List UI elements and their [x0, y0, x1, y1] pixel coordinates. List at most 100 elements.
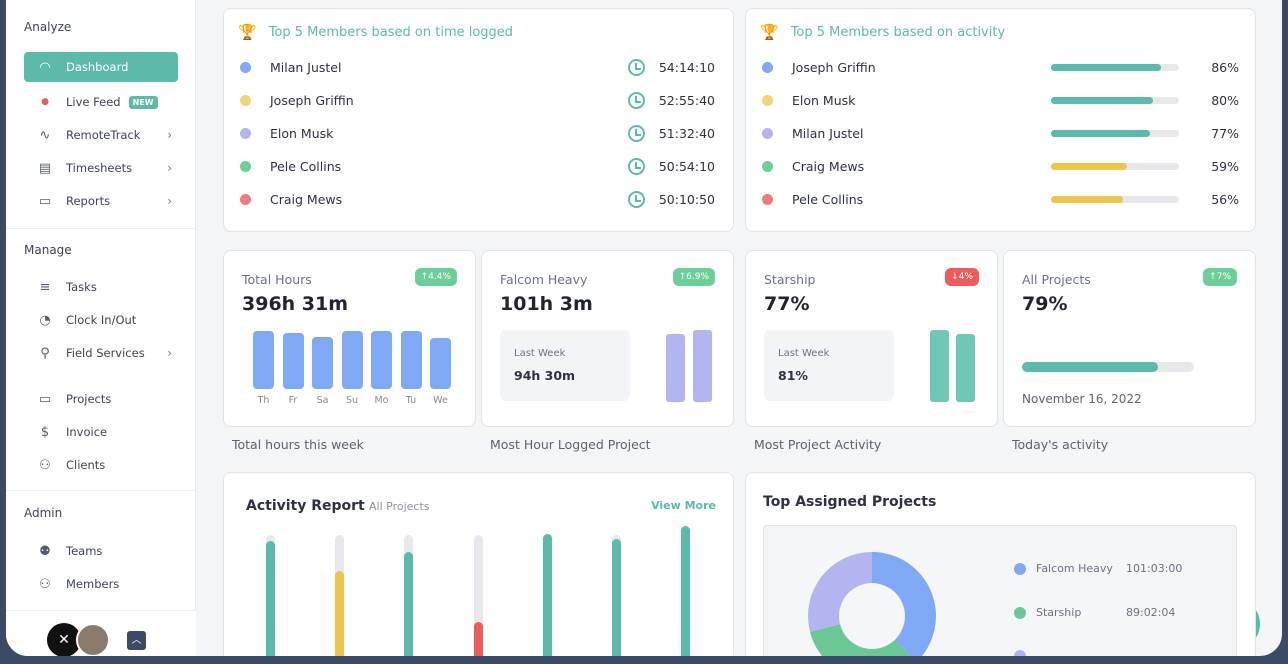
list-item: Pele Collins 50:54:10	[240, 156, 717, 176]
activity-track	[542, 533, 552, 656]
comparison-bar	[930, 330, 949, 402]
time-card-title: 🏆 Top 5 Members based on time logged	[238, 23, 513, 41]
members-icon: ⚇	[39, 576, 51, 592]
day-bar	[400, 330, 422, 389]
teams-icon: ⚉	[39, 543, 51, 559]
live-dot-icon: ●	[41, 97, 49, 107]
stat-value: 77%	[764, 293, 810, 315]
sidebar-item-reports[interactable]: ▭ Reports ›	[24, 186, 178, 216]
member-color-dot	[240, 127, 251, 139]
member-name: Joseph Griffin	[270, 92, 354, 108]
divider	[6, 490, 196, 491]
member-color-dot	[762, 160, 773, 172]
pie-slice[interactable]	[872, 552, 936, 656]
day-bar	[282, 332, 304, 389]
sidebar-item-teams[interactable]: ⚉ Teams	[24, 536, 178, 566]
legend-item: Starship 89:02:04	[1014, 606, 1175, 619]
change-badge: ↑7%	[1203, 268, 1237, 286]
stat-label: Falcom Heavy	[500, 272, 588, 287]
activity-percent: 56%	[1211, 191, 1239, 207]
sidebar-item-members[interactable]: ⚇ Members	[24, 569, 178, 599]
list-item: Elon Musk 80%	[762, 90, 1239, 110]
sidebar-item-projects[interactable]: ▭ Projects	[24, 384, 178, 414]
day-label: Sa	[316, 395, 329, 406]
trophy-icon: 🏆	[238, 23, 257, 41]
sidebar-item-invoice[interactable]: $ Invoice	[24, 417, 178, 447]
legend-name: Falcom Heavy	[1036, 562, 1113, 575]
clock-icon	[628, 124, 645, 142]
day-label: Tu	[405, 395, 417, 406]
comparison-bar	[693, 330, 712, 402]
progress-fill	[1051, 63, 1162, 71]
chevron-right-icon: ›	[167, 128, 172, 142]
sidebar-item-live-feed[interactable]: ● Live Feed NEW	[24, 87, 178, 117]
sidebar-item-remotetrack[interactable]: ∿ RemoteTrack ›	[24, 120, 178, 150]
activity-percent: 59%	[1211, 158, 1239, 174]
legend-value: 89:02:04	[1126, 606, 1176, 619]
view-more-link[interactable]: View More	[651, 499, 716, 512]
sidebar-item-clock-in-out[interactable]: ◔ Clock In/Out	[24, 305, 178, 335]
member-name: Elon Musk	[792, 92, 856, 108]
activity-report-title: Activity Report	[246, 498, 365, 514]
stat-label: Starship	[764, 272, 816, 287]
workspace-logo[interactable]: ✕	[47, 623, 81, 656]
avatar[interactable]	[76, 623, 110, 656]
change-badge: ↑4.4%	[414, 268, 457, 286]
progress-fill	[1051, 195, 1123, 203]
member-name: Milan Justel	[270, 59, 342, 75]
legend-dot	[1014, 650, 1026, 656]
pie-slice[interactable]	[810, 624, 917, 656]
clock-icon	[628, 190, 645, 208]
activity-date: November 16, 2022	[1022, 392, 1142, 406]
section-analyze: Analyze	[24, 20, 72, 34]
activity-bar	[612, 539, 621, 656]
trophy-icon: 🏆	[760, 23, 779, 41]
sidebar-item-field-services[interactable]: ⚲ Field Services ›	[24, 338, 178, 368]
pie-slice[interactable]	[808, 552, 872, 632]
member-color-dot	[762, 127, 773, 139]
day-bar	[312, 336, 333, 389]
card-title-text: Top 5 Members based on time logged	[268, 24, 514, 40]
chevron-right-icon: ›	[167, 346, 172, 360]
sidebar-item-clients[interactable]: ⚇ Clients	[24, 450, 178, 480]
clock-icon	[628, 157, 645, 175]
section-manage: Manage	[24, 243, 72, 257]
last-week-value: 81%	[778, 368, 808, 383]
list-item: Joseph Griffin 52:55:40	[240, 90, 717, 110]
legend-name: Starship	[1036, 606, 1082, 619]
day-label: Mo	[374, 395, 389, 406]
comparison-bar	[956, 333, 975, 402]
stat-value: 79%	[1022, 293, 1068, 315]
report-icon: ▭	[38, 193, 52, 209]
gauge-icon: ◠	[39, 59, 51, 75]
time-logged: 51:32:40	[658, 125, 715, 141]
activity-bar	[266, 540, 275, 656]
legend-value: 101:03:00	[1126, 562, 1183, 575]
time-logged: 50:54:10	[658, 158, 715, 174]
progress-fill	[1051, 96, 1154, 104]
day-label: Th	[257, 395, 270, 406]
day-bar	[341, 330, 363, 389]
sidebar-item-label: Dashboard	[66, 60, 129, 74]
activity-track	[473, 535, 483, 656]
list-icon: ≡	[39, 279, 51, 295]
collapse-up-button[interactable]: ︿	[127, 631, 146, 650]
sidebar-item-tasks[interactable]: ≡ Tasks	[24, 272, 178, 302]
sidebar-item-dashboard[interactable]: ◠ Dashboard	[24, 52, 178, 82]
legend-item: Falcom Heavy 101:03:00	[1014, 562, 1182, 575]
member-name: Pele Collins	[270, 158, 342, 174]
pulse-icon: ∿	[39, 127, 51, 143]
sidebar-item-label: Reports	[66, 194, 111, 208]
stat-label: All Projects	[1022, 272, 1091, 287]
stat-value: 101h 3m	[500, 293, 593, 315]
sidebar-item-timesheets[interactable]: ▤ Timesheets ›	[24, 153, 178, 183]
last-week-value: 94h 30m	[514, 368, 576, 383]
card-title-text: Top 5 Members based on activity	[790, 24, 1006, 40]
last-week-label: Last Week	[778, 348, 830, 359]
activity-track	[404, 535, 414, 656]
list-item: Pele Collins 56%	[762, 189, 1239, 209]
app-window: Analyze Manage Admin ◠ Dashboard ● Live Feed NE…	[6, 0, 1282, 656]
progress-fill	[1022, 362, 1158, 372]
stat-card-starship: Starship 77% ↓4% Last Week 81%	[745, 250, 998, 427]
project-filter[interactable]: All Projects	[369, 500, 430, 513]
